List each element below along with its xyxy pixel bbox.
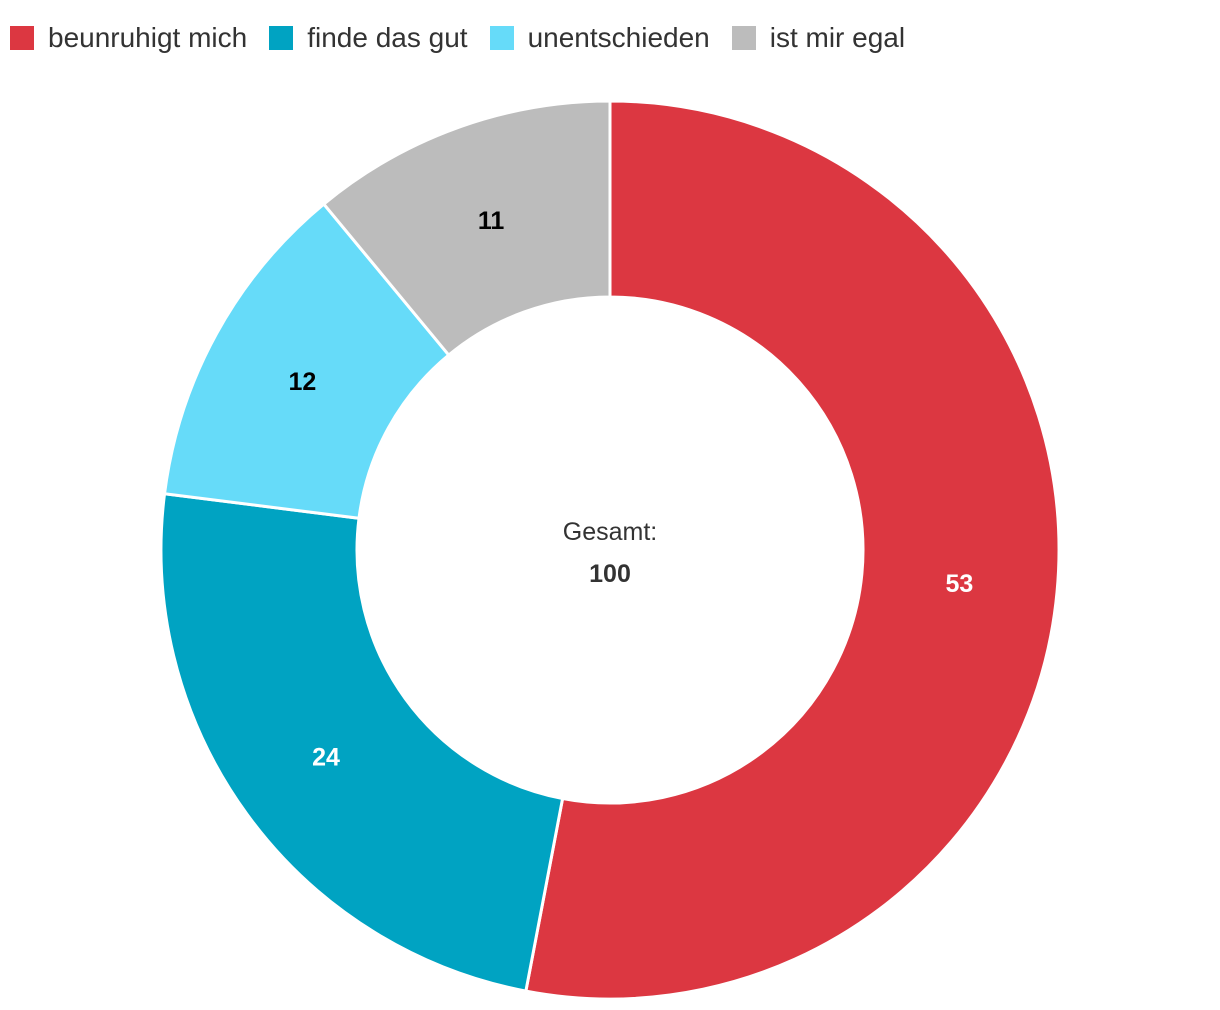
slice-labels: 53 24 12 11 — [289, 207, 974, 772]
legend-item-ist-mir-egal[interactable]: ist mir egal — [731, 22, 906, 54]
legend-swatch — [10, 26, 34, 50]
center-title: Gesamt: — [563, 518, 657, 546]
legend-swatch — [489, 26, 514, 50]
legend-label: ist mir egal — [769, 22, 906, 53]
legend-item-unentschieden[interactable]: unentschieden — [489, 22, 710, 54]
slice-value-label: 11 — [478, 207, 505, 235]
legend-item-beunruhigt-mich[interactable]: beunruhigt mich — [10, 22, 247, 54]
legend-label: finde das gut — [307, 22, 468, 53]
donut-slices — [159, 99, 1061, 1001]
legend-label: unentschieden — [527, 22, 710, 53]
donut-slice-finde-das-gut[interactable] — [159, 492, 565, 993]
slice-value-label: 24 — [312, 743, 340, 771]
center-value: 100 — [589, 560, 631, 588]
legend-swatch — [269, 26, 294, 50]
slice-value-label: 12 — [289, 368, 317, 396]
legend: beunruhigt mich finde das gut unentschie… — [10, 22, 927, 54]
donut-slice-unentschieden[interactable] — [162, 201, 451, 520]
donut-slice-beunruhigt-mich[interactable] — [524, 99, 1061, 1001]
donut-slice-ist-mir-egal[interactable] — [321, 99, 612, 358]
legend-label: beunruhigt mich — [48, 22, 248, 53]
slice-value-label: 53 — [946, 570, 974, 598]
legend-item-finde-das-gut[interactable]: finde das gut — [269, 22, 468, 54]
legend-swatch — [731, 26, 756, 50]
